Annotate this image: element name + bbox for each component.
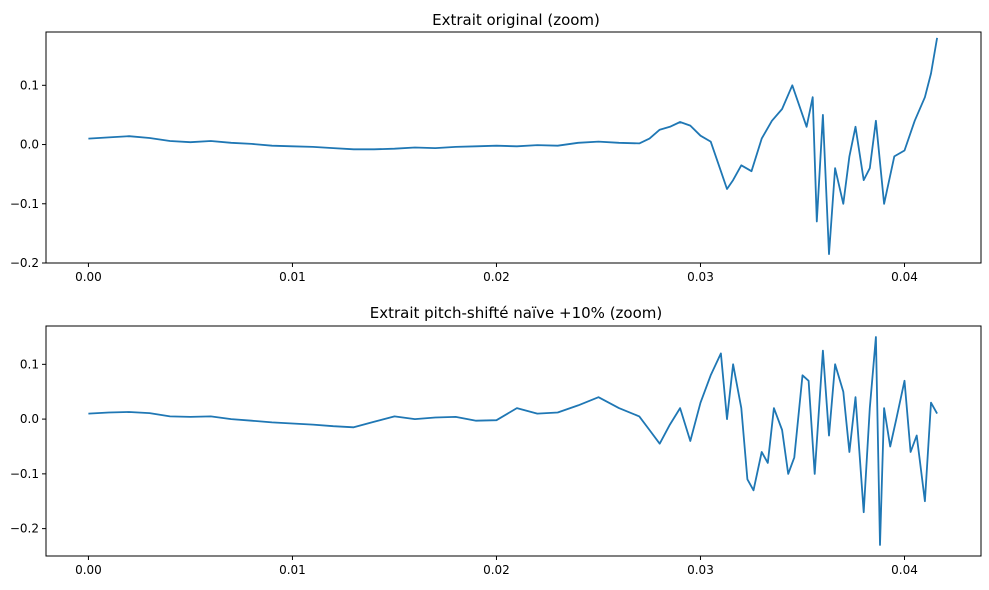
- x-tick-label: 0.04: [891, 563, 918, 577]
- x-tick-label: 0.03: [687, 270, 714, 284]
- y-tick-label: −0.2: [10, 522, 39, 536]
- x-tick-label: 0.00: [75, 270, 102, 284]
- y-tick-label: −0.1: [10, 197, 39, 211]
- x-tick-label: 0.02: [483, 270, 510, 284]
- x-tick-label: 0.03: [687, 563, 714, 577]
- chart-original: Extrait original (zoom) 0.00 0.01 0.02 0.03…: [10, 11, 982, 284]
- chart-title: Extrait original (zoom): [432, 11, 600, 29]
- y-tick-label: 0.0: [20, 138, 39, 152]
- chart-pitch-shifted: Extrait pitch-shifté naïve +10% (zoom) 0…: [10, 304, 982, 577]
- y-tick-label: 0.1: [20, 78, 39, 92]
- y-axis: −0.2 −0.1 0.0 0.1: [10, 357, 46, 536]
- x-axis: 0.00 0.01 0.02 0.03 0.04: [75, 556, 918, 577]
- plot-area-frame: [45, 31, 982, 264]
- y-tick-label: 0.1: [20, 357, 39, 371]
- y-axis: −0.2 −0.1 0.0 0.1: [10, 78, 46, 270]
- y-tick-label: −0.2: [10, 256, 39, 270]
- y-tick-label: −0.1: [10, 467, 39, 481]
- y-tick-label: 0.0: [20, 412, 39, 426]
- plot-area-frame: [45, 325, 982, 557]
- x-tick-label: 0.01: [279, 270, 306, 284]
- series-line: [88, 336, 938, 546]
- x-axis: 0.00 0.01 0.02 0.03 0.04: [75, 263, 918, 284]
- chart-title: Extrait pitch-shifté naïve +10% (zoom): [370, 304, 663, 322]
- x-tick-label: 0.02: [483, 563, 510, 577]
- series-line: [88, 37, 938, 255]
- x-tick-label: 0.01: [279, 563, 306, 577]
- x-tick-label: 0.00: [75, 563, 102, 577]
- x-tick-label: 0.04: [891, 270, 918, 284]
